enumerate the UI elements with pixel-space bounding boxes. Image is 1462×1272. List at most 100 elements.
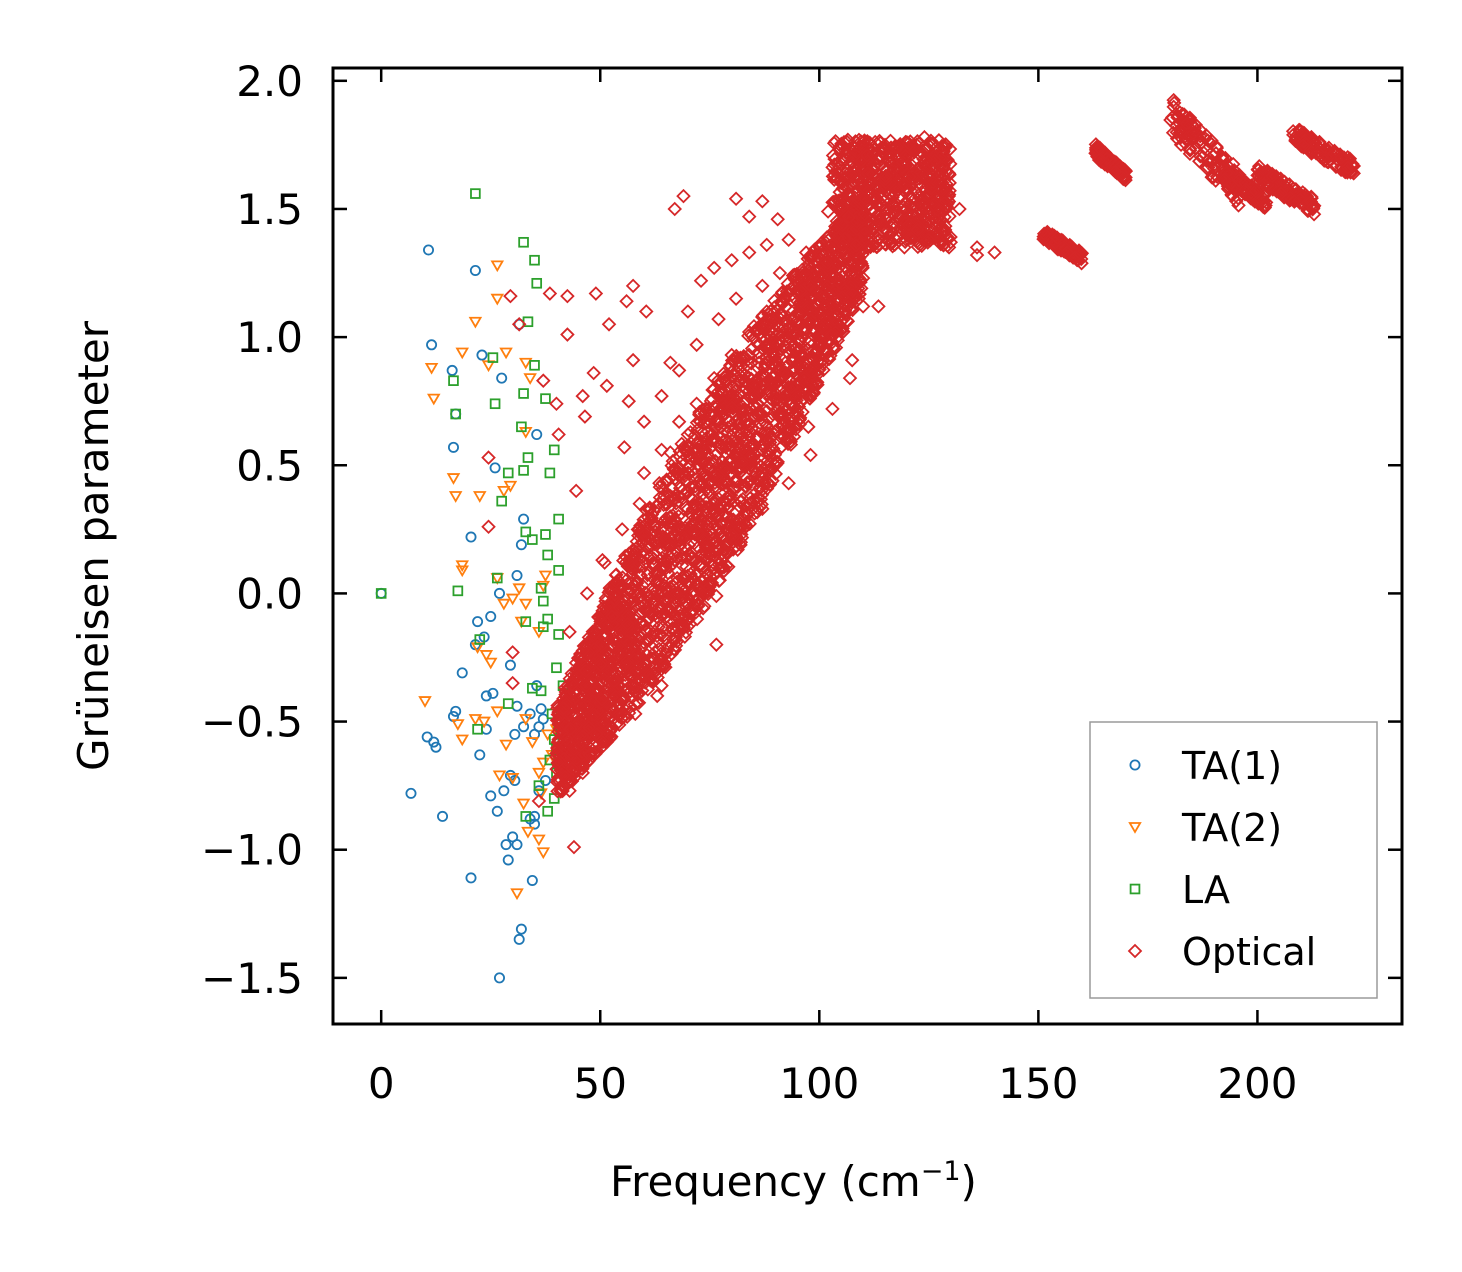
data-point xyxy=(775,389,791,405)
tick-labels: 0 50 100 150 200 −1.5 −1.0 −0.5 0.0 0.5 1.0 1.5 2.0 xyxy=(201,57,1298,1108)
data-point xyxy=(753,408,769,423)
data-point xyxy=(654,388,669,404)
data-point xyxy=(647,624,663,639)
data-point xyxy=(1303,194,1319,209)
data-point xyxy=(631,695,647,711)
data-point xyxy=(873,140,889,156)
series-ta-1- xyxy=(375,244,551,984)
data-point xyxy=(706,260,722,276)
data-point xyxy=(497,485,511,498)
data-point xyxy=(595,666,611,682)
data-point xyxy=(519,357,533,370)
data-point xyxy=(553,513,564,525)
data-point xyxy=(766,452,781,467)
data-point xyxy=(875,223,890,238)
data-point xyxy=(826,172,842,187)
data-point xyxy=(716,560,732,575)
data-point xyxy=(871,299,886,314)
data-point xyxy=(716,530,732,545)
data-point xyxy=(520,526,532,538)
data-point xyxy=(556,691,571,706)
data-point xyxy=(505,773,520,785)
data-point xyxy=(658,531,674,546)
data-point xyxy=(852,179,868,195)
data-point xyxy=(527,534,538,545)
data-point xyxy=(580,658,596,674)
data-point xyxy=(717,463,733,478)
data-point xyxy=(772,373,787,388)
data-point xyxy=(878,222,894,238)
data-point xyxy=(747,437,762,452)
data-point xyxy=(423,244,435,256)
data-point xyxy=(938,137,954,152)
data-point xyxy=(553,565,564,576)
data-point xyxy=(1179,116,1194,131)
data-point xyxy=(627,628,643,644)
data-point xyxy=(529,254,540,266)
y-tick-label: 0.0 xyxy=(236,569,303,618)
data-point xyxy=(598,734,614,749)
data-point xyxy=(810,293,826,308)
data-point xyxy=(575,673,590,688)
data-point xyxy=(627,549,643,565)
data-point xyxy=(882,187,898,202)
data-point xyxy=(452,585,464,597)
legend-marker xyxy=(1128,822,1142,834)
data-point xyxy=(533,780,545,791)
data-point xyxy=(707,421,723,437)
data-point xyxy=(825,169,841,184)
data-point xyxy=(446,364,458,376)
data-point xyxy=(901,136,917,151)
data-point xyxy=(733,493,749,508)
data-point xyxy=(1204,133,1219,148)
data-point xyxy=(1198,131,1213,146)
data-point xyxy=(615,553,631,568)
data-point xyxy=(437,810,449,822)
data-point xyxy=(735,433,751,448)
data-point xyxy=(1256,177,1272,192)
data-point xyxy=(456,667,468,679)
data-point xyxy=(903,230,919,246)
data-point xyxy=(603,709,618,724)
data-point xyxy=(405,787,417,799)
data-point xyxy=(631,685,646,701)
data-point xyxy=(697,406,712,422)
data-point xyxy=(630,522,646,537)
data-point xyxy=(476,349,488,361)
data-point xyxy=(535,703,547,715)
data-point xyxy=(925,175,941,190)
data-point xyxy=(644,556,660,571)
data-point xyxy=(749,322,765,338)
data-point xyxy=(803,312,819,328)
data-point xyxy=(665,623,680,638)
data-point xyxy=(733,463,749,479)
data-point xyxy=(738,478,754,494)
data-point xyxy=(786,360,802,375)
x-tick-label: 100 xyxy=(779,1059,859,1108)
data-point xyxy=(1288,133,1303,149)
data-point xyxy=(709,637,724,652)
data-point xyxy=(596,629,611,645)
data-point xyxy=(732,373,747,388)
data-point xyxy=(521,826,535,839)
x-tick-label: 200 xyxy=(1217,1059,1297,1108)
data-point xyxy=(468,714,483,726)
data-point xyxy=(472,616,484,628)
data-point xyxy=(510,888,524,901)
data-point xyxy=(779,284,795,299)
data-point xyxy=(929,217,944,232)
data-point xyxy=(551,662,562,674)
data-point xyxy=(566,741,582,757)
data-point xyxy=(723,382,738,398)
data-point xyxy=(890,157,906,173)
data-point xyxy=(843,166,858,182)
data-point xyxy=(640,652,656,668)
data-point xyxy=(612,697,628,713)
data-point xyxy=(1243,185,1259,200)
data-point xyxy=(481,519,496,535)
data-point xyxy=(578,663,594,678)
data-point xyxy=(813,288,828,304)
data-point xyxy=(1306,139,1322,155)
data-point xyxy=(472,723,483,735)
data-point xyxy=(759,237,775,253)
